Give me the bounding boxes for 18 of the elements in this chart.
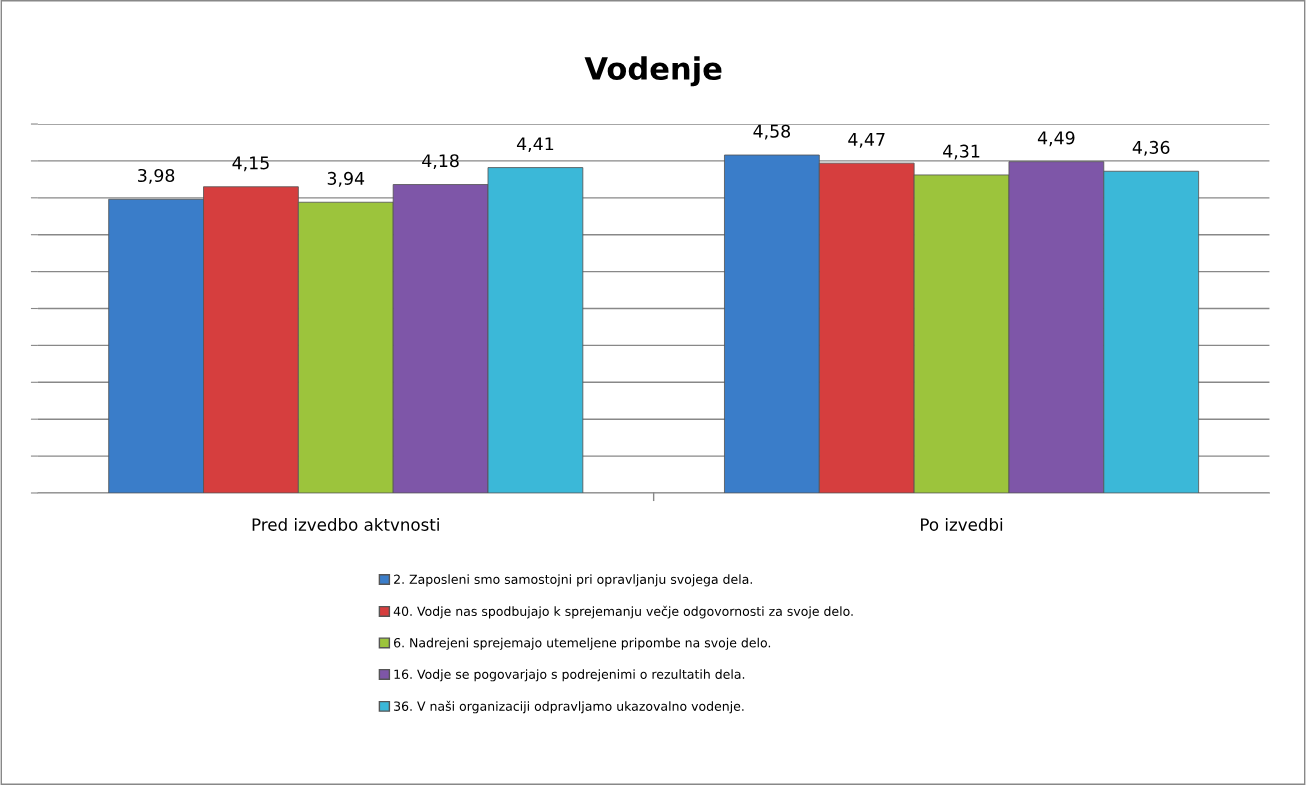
data-label: 4,47 [848, 132, 885, 148]
data-label: 3,98 [138, 168, 175, 184]
data-label: 4,49 [1037, 131, 1075, 147]
chart-title: Vodenje [584, 56, 722, 87]
legend-label: 16. Vodje se pogovarjajo s podrejenimi o rezultatih dela. [394, 669, 745, 682]
data-label: 4,41 [516, 137, 554, 153]
data-label: 4,18 [422, 154, 459, 170]
legend-label: 40. Vodje nas spodbujajo k sprejemanju večje odgovornosti za svoje delo. [393, 605, 853, 619]
legend-label: 36. V naši organizaciji odpravljamo ukazovalno vodenje. [394, 700, 744, 714]
data-label: 4,36 [1132, 140, 1170, 156]
data-label: 4,15 [232, 156, 269, 172]
data-label: 4,58 [753, 124, 791, 140]
x-tick-label: Po izvedbi [921, 517, 1003, 531]
legend-label: 2. Zaposleni smo samostojni pri opravljanju svojega dela. [394, 574, 752, 587]
data-label: 3,94 [327, 171, 365, 187]
legend-label: 6. Nadrejeni sprejemajo utemeljene pripombe na svoje delo. [394, 637, 771, 650]
x-tick-label: Pred izvedbo aktvnosti [252, 517, 439, 531]
data-label: 4,31 [943, 144, 980, 160]
